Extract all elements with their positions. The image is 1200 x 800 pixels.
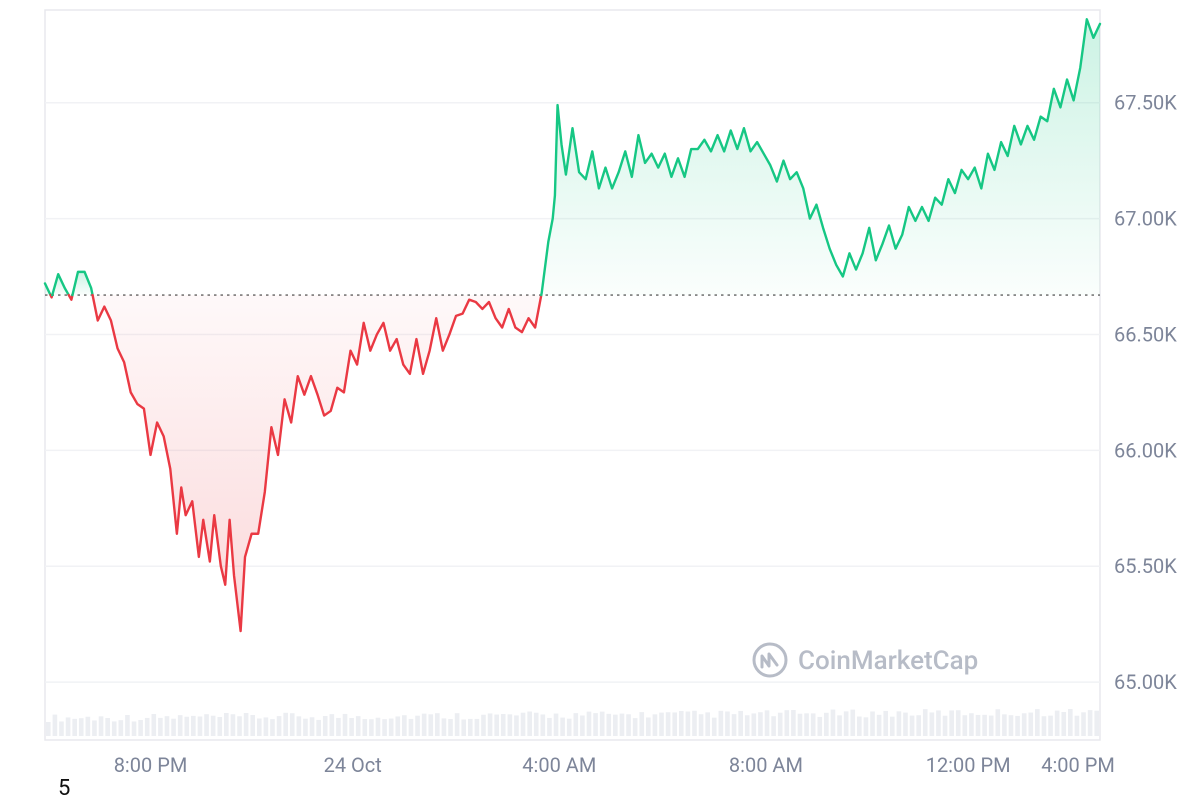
watermark-text: CoinMarketCap bbox=[798, 646, 978, 676]
area-up bbox=[541, 19, 1100, 295]
x-tick-label: 4:00 AM bbox=[522, 753, 596, 777]
x-tick-label: 8:00 PM bbox=[114, 753, 188, 777]
volume-bars bbox=[46, 709, 1099, 736]
coinmarketcap-logo-icon bbox=[754, 644, 786, 676]
footer-number: 5 bbox=[58, 776, 70, 800]
y-tick-label: 65.50K bbox=[1114, 554, 1177, 578]
y-tick-label: 66.00K bbox=[1114, 438, 1177, 462]
chart-svg: 65.00K 65.50K 66.00K 66.50K 67.00K 67.50K 8:00… bbox=[0, 0, 1200, 800]
y-tick-label: 67.00K bbox=[1114, 207, 1177, 231]
watermark: CoinMarketCap bbox=[754, 644, 978, 676]
price-chart: 65.00K 65.50K 66.00K 66.50K 67.00K 67.50K 8:00… bbox=[0, 0, 1200, 800]
x-tick-label: 4:00 PM bbox=[1041, 753, 1115, 777]
y-tick-label: 65.00K bbox=[1114, 670, 1177, 694]
y-tick-label: 67.50K bbox=[1114, 91, 1177, 115]
x-tick-label: 12:00 PM bbox=[926, 753, 1011, 777]
y-tick-label: 66.50K bbox=[1114, 322, 1177, 346]
x-tick-label: 8:00 AM bbox=[729, 753, 803, 777]
area-down bbox=[93, 295, 542, 631]
x-tick-label: 24 Oct bbox=[324, 753, 382, 777]
